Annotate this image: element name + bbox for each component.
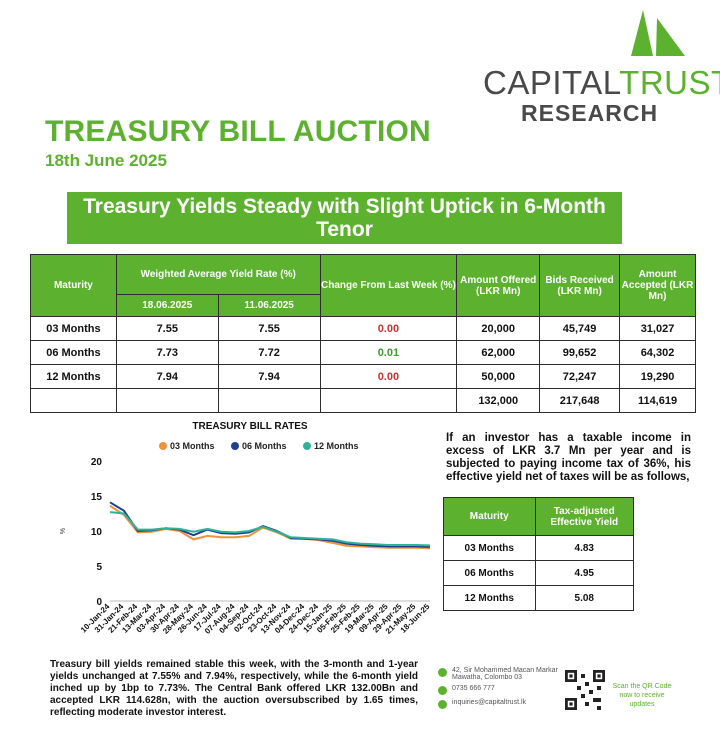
header-change: Change From Last Week (%): [319, 254, 458, 317]
page-title: TREASURY BILL AUCTION: [45, 115, 431, 148]
cell-yield-current: 7.55: [115, 316, 219, 341]
contact-block: 42, Sir Mohammed Macan Markar Mawatha, C…: [438, 667, 568, 713]
chart-svg: TREASURY BILL RATES 03 Months 06 Months 12 …: [60, 421, 432, 636]
legend-label: 03 Months: [170, 441, 215, 451]
legend-label: 06 Months: [242, 441, 287, 451]
cell-accepted: 64,302: [619, 340, 696, 365]
tax-cell-maturity: 06 Months: [443, 560, 536, 586]
contact-email[interactable]: inquiries@capitaltrust.lk: [452, 699, 527, 706]
header-wayr: Weighted Average Yield Rate (%): [115, 254, 321, 295]
tax-table: Maturity Tax-adjusted Effective Yield 03…: [443, 497, 635, 611]
cell-bids: 45,749: [539, 316, 621, 341]
header-date2: 11.06.2025: [217, 294, 321, 317]
cell-change: 0.00: [319, 316, 458, 341]
header-bids: Bids Received (LKR Mn): [539, 254, 621, 317]
y-tick-label: 0: [96, 597, 102, 608]
contact-phone[interactable]: 0735 666 777: [452, 685, 495, 692]
tax-cell-maturity: 03 Months: [443, 535, 536, 561]
cell-change: 0.01: [319, 340, 458, 365]
y-tick-label: 15: [91, 492, 103, 503]
contact-address: 42, Sir Mohammed Macan Markar Mawatha, C…: [452, 667, 558, 681]
cell-yield-current: 7.73: [115, 340, 219, 365]
header-maturity: Maturity: [30, 254, 117, 317]
total-accepted: 114,619: [619, 388, 696, 413]
phone-icon: [438, 686, 447, 695]
brand-name: CAPITALTRUST: [483, 64, 720, 101]
tax-header-yield: Tax-adjusted Effective Yield: [534, 497, 635, 536]
y-tick-label: 20: [91, 457, 103, 468]
cell-maturity: 06 Months: [30, 340, 117, 365]
legend-marker: [303, 442, 311, 450]
cell-yield-previous: 7.94: [217, 364, 321, 389]
auction-table: Maturity Weighted Average Yield Rate (%)…: [30, 254, 696, 413]
table-row: 06 Months 7.73 7.72 0.01 62,000 99,652 6…: [30, 340, 696, 365]
email-icon: [438, 700, 447, 709]
header-accepted: Amount Accepted (LKR Mn): [619, 254, 696, 317]
tax-cell-yield: 4.95: [534, 560, 635, 586]
cell-yield-previous: 7.72: [217, 340, 321, 365]
legend-marker: [159, 442, 167, 450]
cell-accepted: 31,027: [619, 316, 696, 341]
sail-logo-icon: [631, 10, 685, 56]
chart-title: TREASURY BILL RATES: [192, 421, 308, 432]
qr-code-icon[interactable]: [565, 670, 605, 710]
cell-offered: 50,000: [456, 364, 541, 389]
table-row: 12 Months 7.94 7.94 0.00 50,000 72,247 1…: [30, 364, 696, 389]
series-line: [109, 511, 431, 547]
table-row: 03 Months 7.55 7.55 0.00 20,000 45,749 3…: [30, 316, 696, 341]
cell-bids: 72,247: [539, 364, 621, 389]
header-offered: Amount Offered (LKR Mn): [456, 254, 541, 317]
treasury-bill-chart: TREASURY BILL RATES 03 Months 06 Months 12 …: [45, 418, 440, 653]
y-tick-label: 10: [91, 527, 103, 538]
brand-sub: RESEARCH: [521, 100, 659, 126]
tax-explanation: If an investor has a taxable income in e…: [446, 432, 691, 483]
location-icon: [438, 668, 447, 677]
table-row: 12 Months 5.08: [443, 585, 635, 611]
table-row: 06 Months 4.95: [443, 560, 635, 586]
cell-yield-current: 7.94: [115, 364, 219, 389]
total-offered: 132,000: [456, 388, 541, 413]
tax-cell-yield: 5.08: [534, 585, 635, 611]
total-bids: 217,648: [539, 388, 621, 413]
table-row: 03 Months 4.83: [443, 535, 635, 561]
qr-caption: Scan the QR Code now to receive updates: [612, 683, 672, 708]
legend-marker: [231, 442, 239, 450]
series-line: [109, 504, 431, 550]
cell-maturity: 12 Months: [30, 364, 117, 389]
cell-yield-previous: 7.55: [217, 316, 321, 341]
tax-cell-maturity: 12 Months: [443, 585, 536, 611]
cell-bids: 99,652: [539, 340, 621, 365]
tax-header-maturity: Maturity: [443, 497, 536, 536]
tax-cell-yield: 4.83: [534, 535, 635, 561]
y-axis-label: %: [60, 528, 67, 534]
header-date1: 18.06.2025: [115, 294, 219, 317]
summary-paragraph: Treasury bill yields remained stable thi…: [50, 659, 418, 718]
cell-offered: 62,000: [456, 340, 541, 365]
legend-label: 12 Months: [314, 441, 359, 451]
y-tick-label: 5: [96, 562, 102, 573]
cell-offered: 20,000: [456, 316, 541, 341]
cell-accepted: 19,290: [619, 364, 696, 389]
cell-maturity: 03 Months: [30, 316, 117, 341]
headline-banner: Treasury Yields Steady with Slight Uptic…: [67, 192, 622, 244]
totals-row: 132,000 217,648 114,619: [30, 388, 696, 413]
brand-logo: CAPITALTRUST RESEARCH: [483, 8, 720, 126]
cell-change: 0.00: [319, 364, 458, 389]
series-line: [109, 501, 431, 548]
page-date: 18th June 2025: [45, 151, 167, 170]
